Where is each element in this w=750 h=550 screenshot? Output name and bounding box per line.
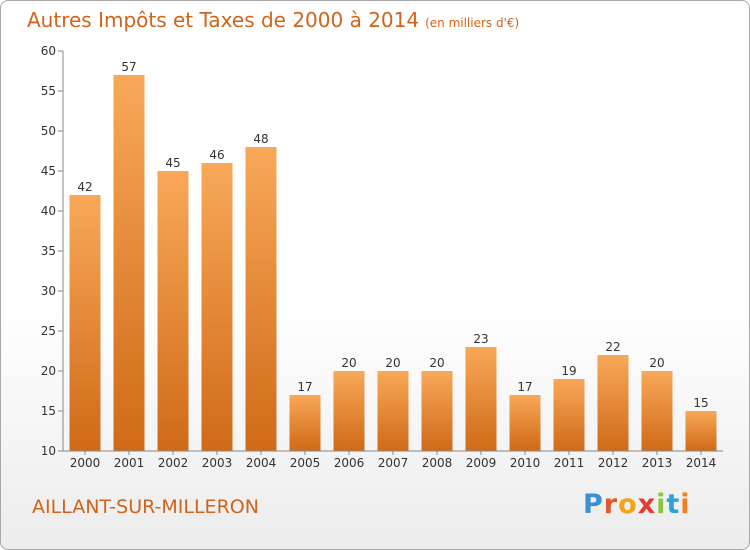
bars: 42 57 45 46 48 17 20 20 20 23 17 19 22 20 15	[69, 60, 717, 451]
y-tick-label: 55	[41, 84, 56, 98]
x-tick-label: 2001	[114, 456, 145, 470]
bar[interactable]	[157, 171, 189, 451]
x-tick-label: 2013	[642, 456, 673, 470]
bar-value-label: 45	[165, 156, 180, 170]
y-tick-label: 40	[41, 204, 56, 218]
logo-letter: t	[666, 489, 681, 520]
logo-letter: r	[603, 489, 619, 520]
x-tick-label: 2011	[554, 456, 585, 470]
y-tick-label: 10	[41, 444, 56, 458]
bar-value-label: 20	[429, 356, 444, 370]
y-tick-label: 35	[41, 244, 56, 258]
bar[interactable]	[333, 371, 365, 451]
bar[interactable]	[509, 395, 541, 451]
bar-value-label: 17	[517, 380, 532, 394]
x-tick-label: 2002	[158, 456, 189, 470]
bar[interactable]	[685, 411, 717, 451]
chart-subtitle: (en milliers d'€)	[425, 16, 520, 30]
logo-letter: o	[618, 489, 638, 520]
logo-letter: i	[680, 489, 691, 520]
x-tick-label: 2014	[686, 456, 717, 470]
x-tick-label: 2012	[598, 456, 629, 470]
bar[interactable]	[597, 355, 629, 451]
y-axis: 10 15 20 25 30 35 40 45 50 55 60	[41, 44, 64, 458]
logo-letter: x	[637, 489, 657, 520]
bar[interactable]	[113, 75, 145, 451]
x-tick-label: 2010	[510, 456, 541, 470]
bar[interactable]	[465, 347, 497, 451]
x-tick-label: 2003	[202, 456, 233, 470]
y-tick-label: 30	[41, 284, 56, 298]
logo-letter: i	[656, 489, 667, 520]
x-tick-label: 2008	[422, 456, 453, 470]
y-tick-label: 60	[41, 44, 56, 58]
bar-value-label: 42	[77, 180, 92, 194]
bar-value-label: 20	[385, 356, 400, 370]
y-tick-label: 25	[41, 324, 56, 338]
bar-value-label: 48	[253, 132, 268, 146]
x-axis: 2000 2001 2002 2003 2004 2005 2006 2007 2008 2009…	[63, 450, 723, 470]
x-tick-label: 2005	[290, 456, 321, 470]
bar-value-label: 20	[341, 356, 356, 370]
bar-value-label: 57	[121, 60, 136, 74]
commune-name: AILLANT-SUR-MILLERON	[32, 496, 259, 518]
y-tick-label: 50	[41, 124, 56, 138]
x-tick-label: 2007	[378, 456, 409, 470]
y-tick-label: 15	[41, 404, 56, 418]
bar-value-label: 17	[297, 380, 312, 394]
x-tick-label: 2000	[70, 456, 101, 470]
bar[interactable]	[377, 371, 409, 451]
bar[interactable]	[69, 195, 101, 451]
chart-title-text: Autres Impôts et Taxes de 2000 à 2014	[27, 8, 420, 32]
bar[interactable]	[641, 371, 673, 451]
bar[interactable]	[245, 147, 277, 451]
bar-value-label: 15	[693, 396, 708, 410]
bar[interactable]	[201, 163, 233, 451]
y-tick-label: 45	[41, 164, 56, 178]
bar[interactable]	[289, 395, 321, 451]
bar[interactable]	[553, 379, 585, 451]
bar-value-label: 19	[561, 364, 576, 378]
bar[interactable]	[421, 371, 453, 451]
y-tick-label: 20	[41, 364, 56, 378]
x-tick-label: 2009	[466, 456, 497, 470]
x-tick-label: 2006	[334, 456, 365, 470]
proxiti-logo[interactable]: Proxiti	[583, 489, 691, 520]
bar-value-label: 46	[209, 148, 224, 162]
bar-value-label: 20	[649, 356, 664, 370]
x-tick-label: 2004	[246, 456, 277, 470]
bar-value-label: 22	[605, 340, 620, 354]
chart-title: Autres Impôts et Taxes de 2000 à 2014 (en…	[27, 8, 519, 32]
logo-letter: P	[583, 489, 604, 520]
bar-value-label: 23	[473, 332, 488, 346]
